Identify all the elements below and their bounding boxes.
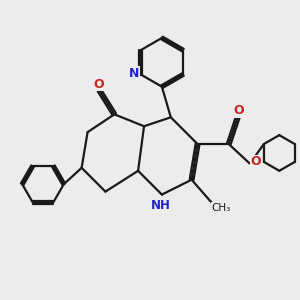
Text: O: O xyxy=(251,155,261,168)
Text: NH: NH xyxy=(151,200,170,212)
Text: CH₃: CH₃ xyxy=(212,203,231,213)
Text: N: N xyxy=(129,67,140,80)
Text: O: O xyxy=(234,104,244,117)
Text: O: O xyxy=(94,77,104,91)
